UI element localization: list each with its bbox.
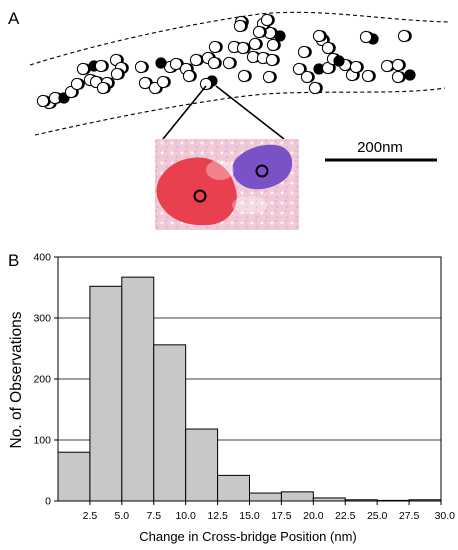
gold-bead-solid: [155, 57, 167, 69]
gold-bead: [76, 62, 90, 76]
histogram-bar: [57, 451, 91, 502]
y-axis-ticks: 0 100 200 300 400: [33, 252, 58, 508]
gold-bead: [361, 69, 375, 83]
gold-bead: [300, 70, 314, 84]
x-tick-label: 27.5: [399, 510, 420, 522]
x-tick-label: 30.0: [435, 510, 456, 522]
histogram-bar: [185, 428, 219, 502]
gold-bead: [148, 81, 162, 95]
gold-bead: [321, 41, 335, 55]
panel-a-label: A: [8, 9, 20, 28]
x-tick-label: 15.0: [239, 510, 260, 522]
histogram-bar: [280, 491, 314, 502]
scale-bar-label: 200nm: [357, 139, 403, 156]
gold-bead: [297, 45, 311, 59]
gold-bead: [222, 56, 236, 70]
inset-pointer-left: [162, 85, 207, 140]
x-tick-label: 17.5: [271, 510, 292, 522]
gold-bead: [248, 37, 262, 51]
histogram-bar: [249, 492, 282, 502]
gold-bead: [292, 62, 306, 76]
panel-b: B 0 100 200 300 400 2.5 5.0 7.5 10.0 12.5 15.0 17.…: [8, 251, 455, 544]
gold-bead: [199, 77, 213, 91]
x-axis-label: Change in Cross-bridge Position (nm): [139, 529, 356, 544]
gold-bead-solid: [333, 55, 345, 67]
gold-bead: [236, 41, 250, 55]
gold-bead: [359, 30, 373, 44]
inset-marker-blue: [255, 164, 269, 178]
inset-marker-red: [193, 189, 207, 203]
filament-lower-boundary: [34, 87, 446, 136]
gold-bead: [262, 70, 276, 84]
gold-bead: [70, 77, 84, 91]
histogram-bar: [89, 285, 123, 502]
y-tick-label: 300: [33, 313, 51, 325]
filament-upper-boundary: [29, 11, 449, 66]
y-tick-label: 400: [33, 252, 51, 264]
panel-a: A: [8, 9, 449, 230]
x-tick-label: 20.0: [303, 510, 324, 522]
gold-bead: [237, 69, 251, 83]
y-tick-label: 0: [45, 496, 51, 508]
inset-micrograph: [155, 139, 299, 230]
gold-bead: [138, 76, 152, 90]
gold-bead: [207, 56, 221, 70]
gold-bead: [208, 40, 222, 54]
gold-bead: [391, 70, 405, 84]
gold-bead-solid: [313, 63, 325, 75]
x-axis-ticks: 2.5 5.0 7.5 10.0 12.5 15.0 17.5 20.0 22.5 25.0 27.…: [83, 501, 456, 522]
gold-bead: [252, 25, 266, 39]
inset-pointer-right: [215, 85, 285, 140]
gold-bead: [380, 59, 394, 73]
gold-bead: [265, 53, 279, 67]
gold-bead: [260, 13, 274, 27]
y-tick-label: 200: [33, 374, 51, 386]
histogram-bar: [217, 474, 250, 502]
y-tick-label: 100: [33, 435, 51, 447]
gold-bead: [391, 58, 405, 72]
x-tick-label: 12.5: [207, 510, 228, 522]
gold-bead: [182, 69, 196, 83]
gold-bead: [96, 81, 110, 95]
gold-bead: [312, 29, 326, 43]
gold-bead-solid: [404, 69, 416, 81]
gold-bead: [110, 67, 124, 81]
gold-bead: [266, 38, 280, 52]
x-tick-label: 7.5: [146, 510, 161, 522]
gold-bead: [134, 60, 148, 74]
gold-bead: [169, 57, 183, 71]
histogram-bar: [153, 344, 187, 502]
gold-bead: [189, 53, 203, 67]
gold-bead: [94, 59, 108, 73]
gold-bead: [246, 50, 260, 64]
gold-bead: [36, 94, 50, 108]
gold-bead-markers: [36, 13, 416, 110]
gold-bead: [64, 85, 78, 99]
histogram-bars: [57, 276, 442, 502]
x-tick-label: 25.0: [367, 510, 388, 522]
gold-bead: [233, 19, 247, 33]
x-tick-label: 5.0: [115, 510, 130, 522]
x-tick-label: 2.5: [83, 510, 98, 522]
histogram-bar: [121, 276, 155, 502]
gold-bead: [349, 60, 363, 74]
inset-blue-region: [232, 144, 293, 190]
gold-bead: [308, 81, 322, 95]
y-axis-label: No. of Observations: [8, 311, 25, 448]
panel-b-label: B: [8, 251, 19, 270]
x-tick-label: 10.0: [175, 510, 196, 522]
gold-bead: [397, 29, 411, 43]
x-tick-label: 22.5: [335, 510, 356, 522]
gold-bead: [156, 75, 170, 89]
